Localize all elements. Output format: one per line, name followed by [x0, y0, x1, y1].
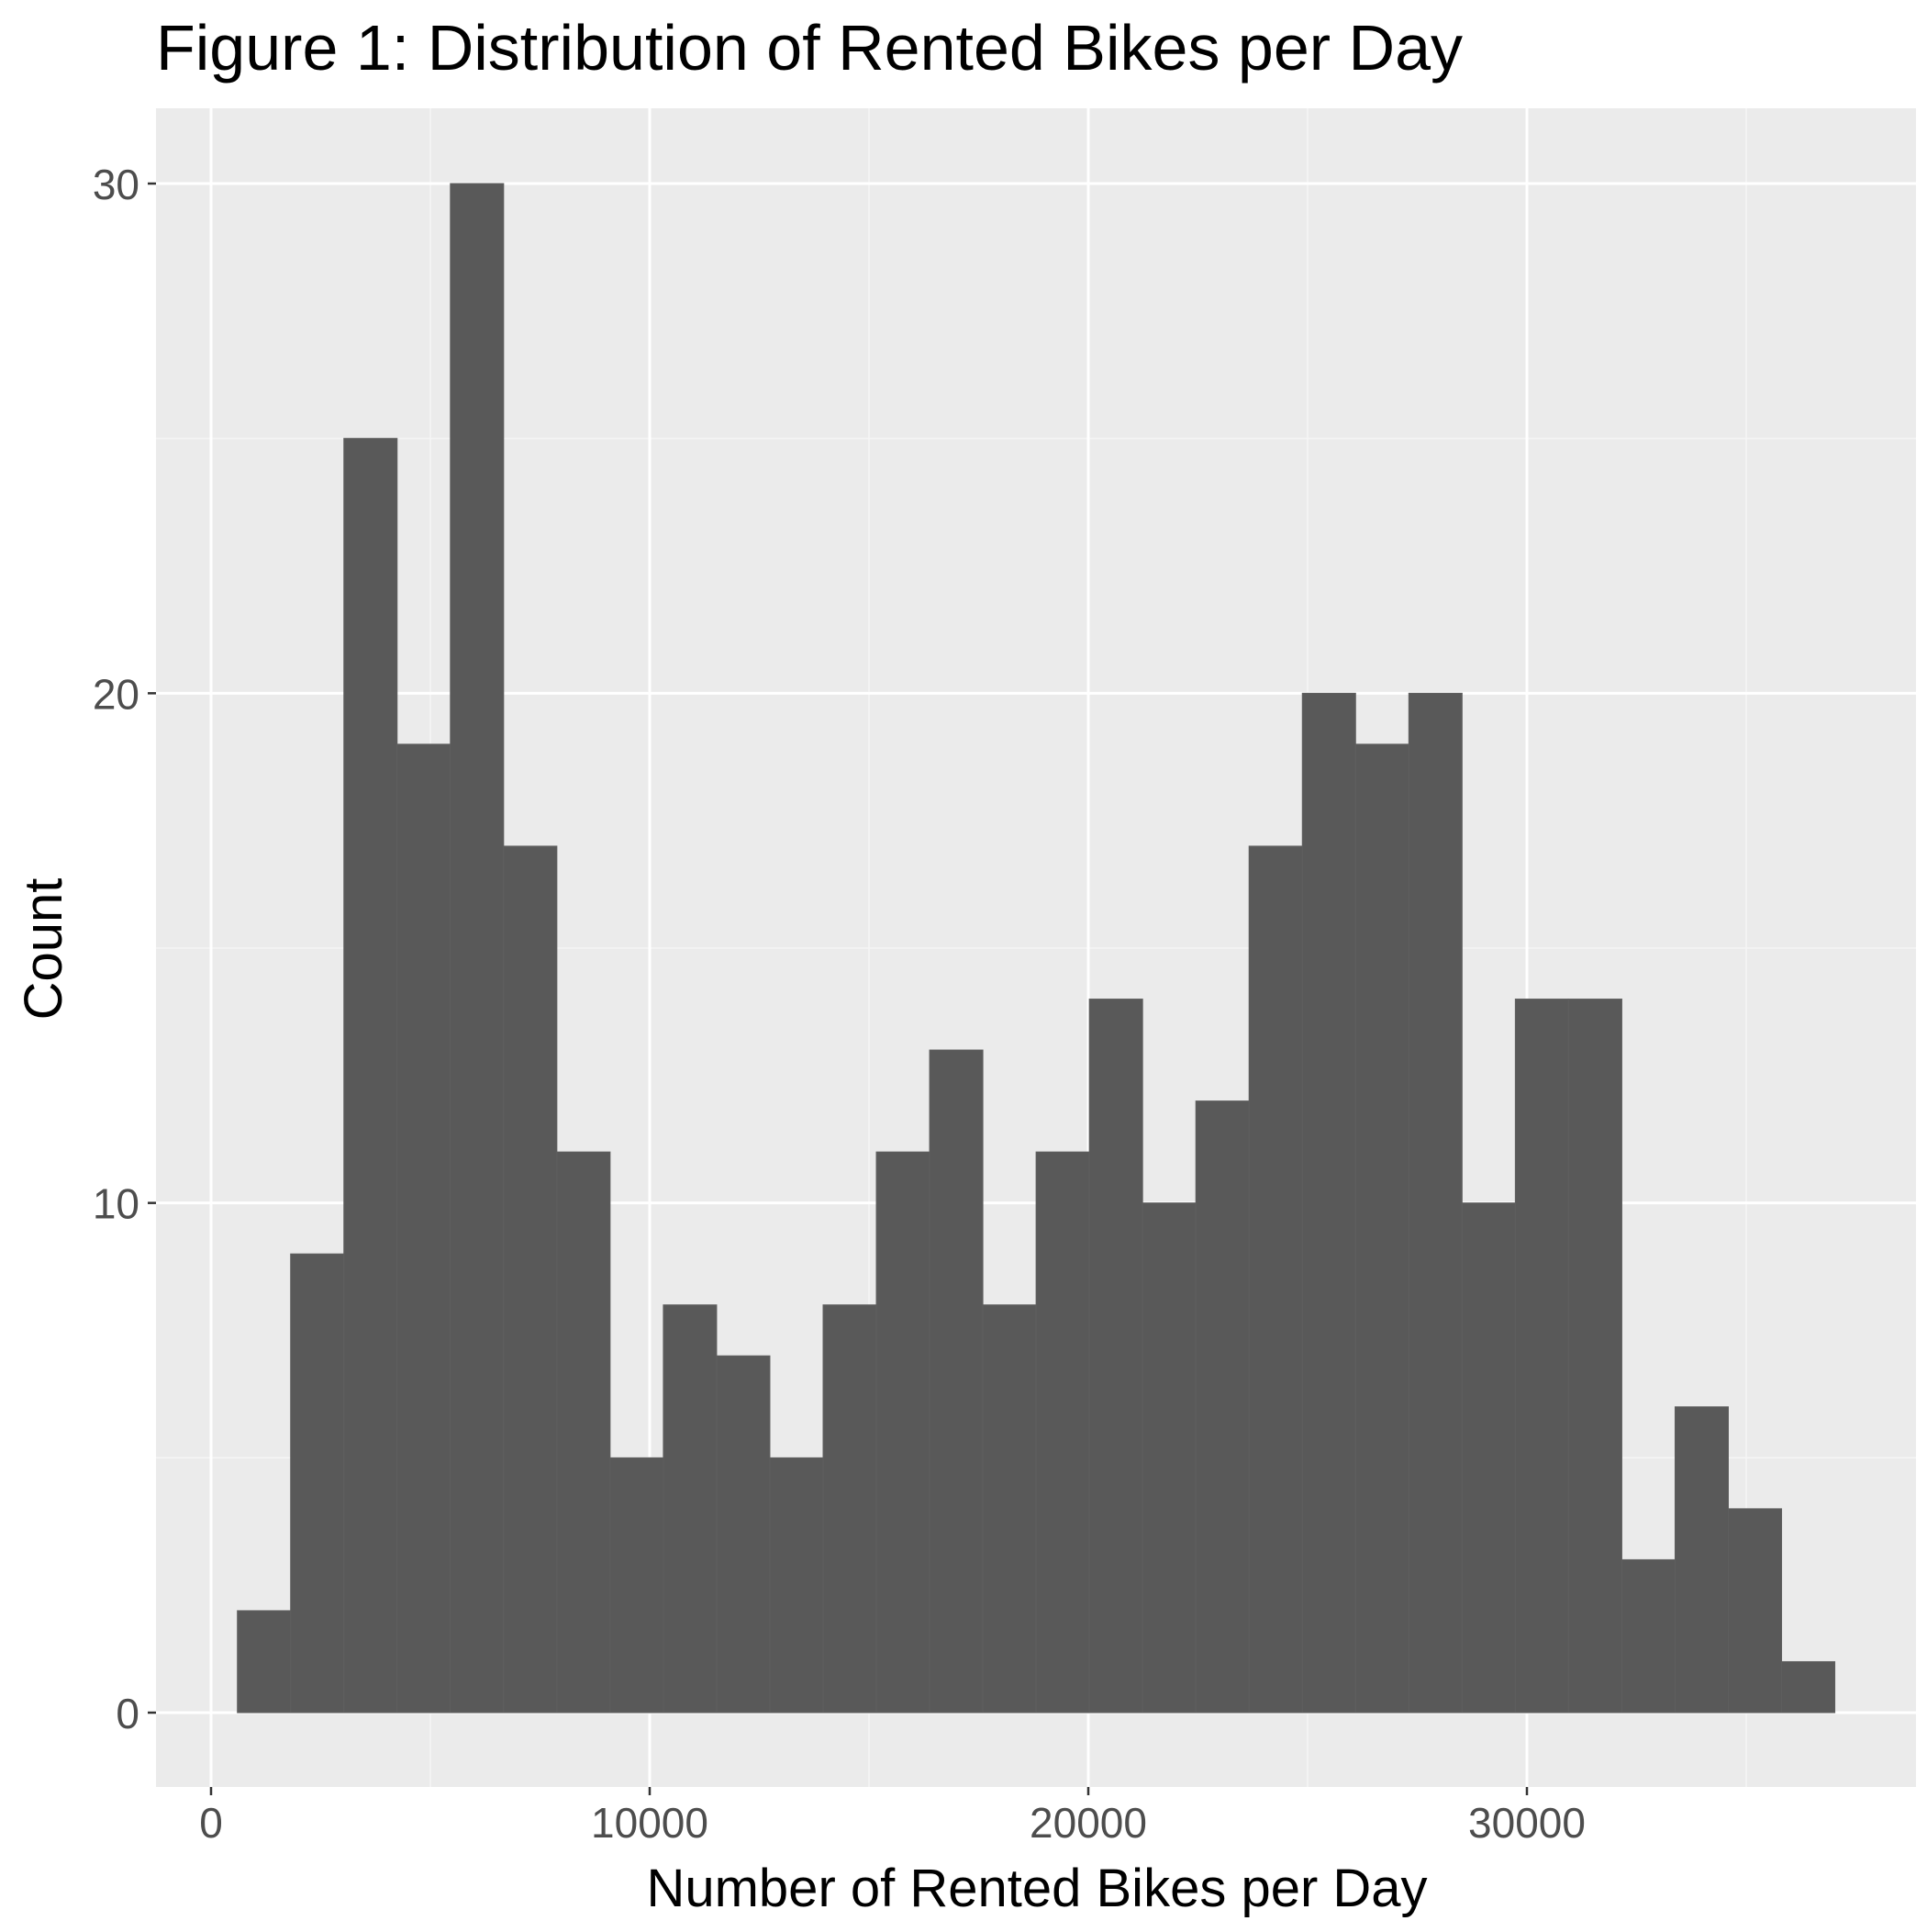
histogram-bar: [982, 1304, 1037, 1714]
x-axis: 0 10000 20000 30000: [199, 1787, 1586, 1847]
histogram-bar: [1248, 845, 1303, 1714]
x-tick-label: 20000: [1030, 1799, 1147, 1847]
histogram-bar: [1408, 692, 1463, 1714]
histogram-bar: [1195, 1100, 1250, 1714]
histogram-bar: [1567, 999, 1622, 1714]
histogram-bar: [929, 1049, 984, 1714]
y-tick-label: 10: [93, 1180, 139, 1228]
histogram-bar: [875, 1151, 930, 1714]
histogram-bar: [1781, 1660, 1836, 1714]
x-tick-label: 30000: [1468, 1799, 1586, 1847]
y-tick-label: 30: [93, 161, 139, 208]
histogram-bar: [343, 438, 398, 1714]
histogram-bar: [237, 1610, 292, 1714]
histogram-bar: [1727, 1508, 1783, 1714]
histogram-bar: [1514, 999, 1569, 1714]
y-axis: 0 10 20 30: [93, 161, 156, 1737]
x-tick-label: 0: [199, 1799, 223, 1847]
y-tick-label: 0: [116, 1690, 139, 1737]
y-tick-label: 20: [93, 670, 139, 718]
histogram-bar: [1354, 743, 1409, 1714]
x-tick-label: 10000: [591, 1799, 708, 1847]
histogram-bar: [1461, 1202, 1516, 1714]
histogram-bar: [503, 845, 558, 1714]
histogram-bars: [237, 183, 1836, 1714]
histogram-bar: [609, 1457, 664, 1714]
histogram-bar: [1674, 1406, 1729, 1714]
chart-title: Figure 1: Distribution of Rented Bikes p…: [156, 12, 1463, 84]
histogram-bar: [663, 1304, 718, 1714]
histogram-bar: [396, 743, 451, 1714]
histogram-bar: [1301, 692, 1356, 1714]
histogram-bar: [769, 1457, 824, 1714]
histogram-bar: [556, 1151, 611, 1714]
histogram-bar: [450, 183, 505, 1714]
histogram-bar: [1088, 999, 1143, 1714]
histogram-bar: [1035, 1151, 1090, 1714]
histogram-bar: [716, 1355, 771, 1714]
histogram-bar: [822, 1304, 877, 1714]
histogram-bar: [1142, 1202, 1197, 1714]
x-axis-label: Number of Rented Bikes per Day: [646, 1859, 1427, 1918]
y-axis-label: Count: [14, 878, 73, 1021]
histogram-bar: [1621, 1558, 1676, 1714]
histogram-bar: [290, 1253, 345, 1714]
